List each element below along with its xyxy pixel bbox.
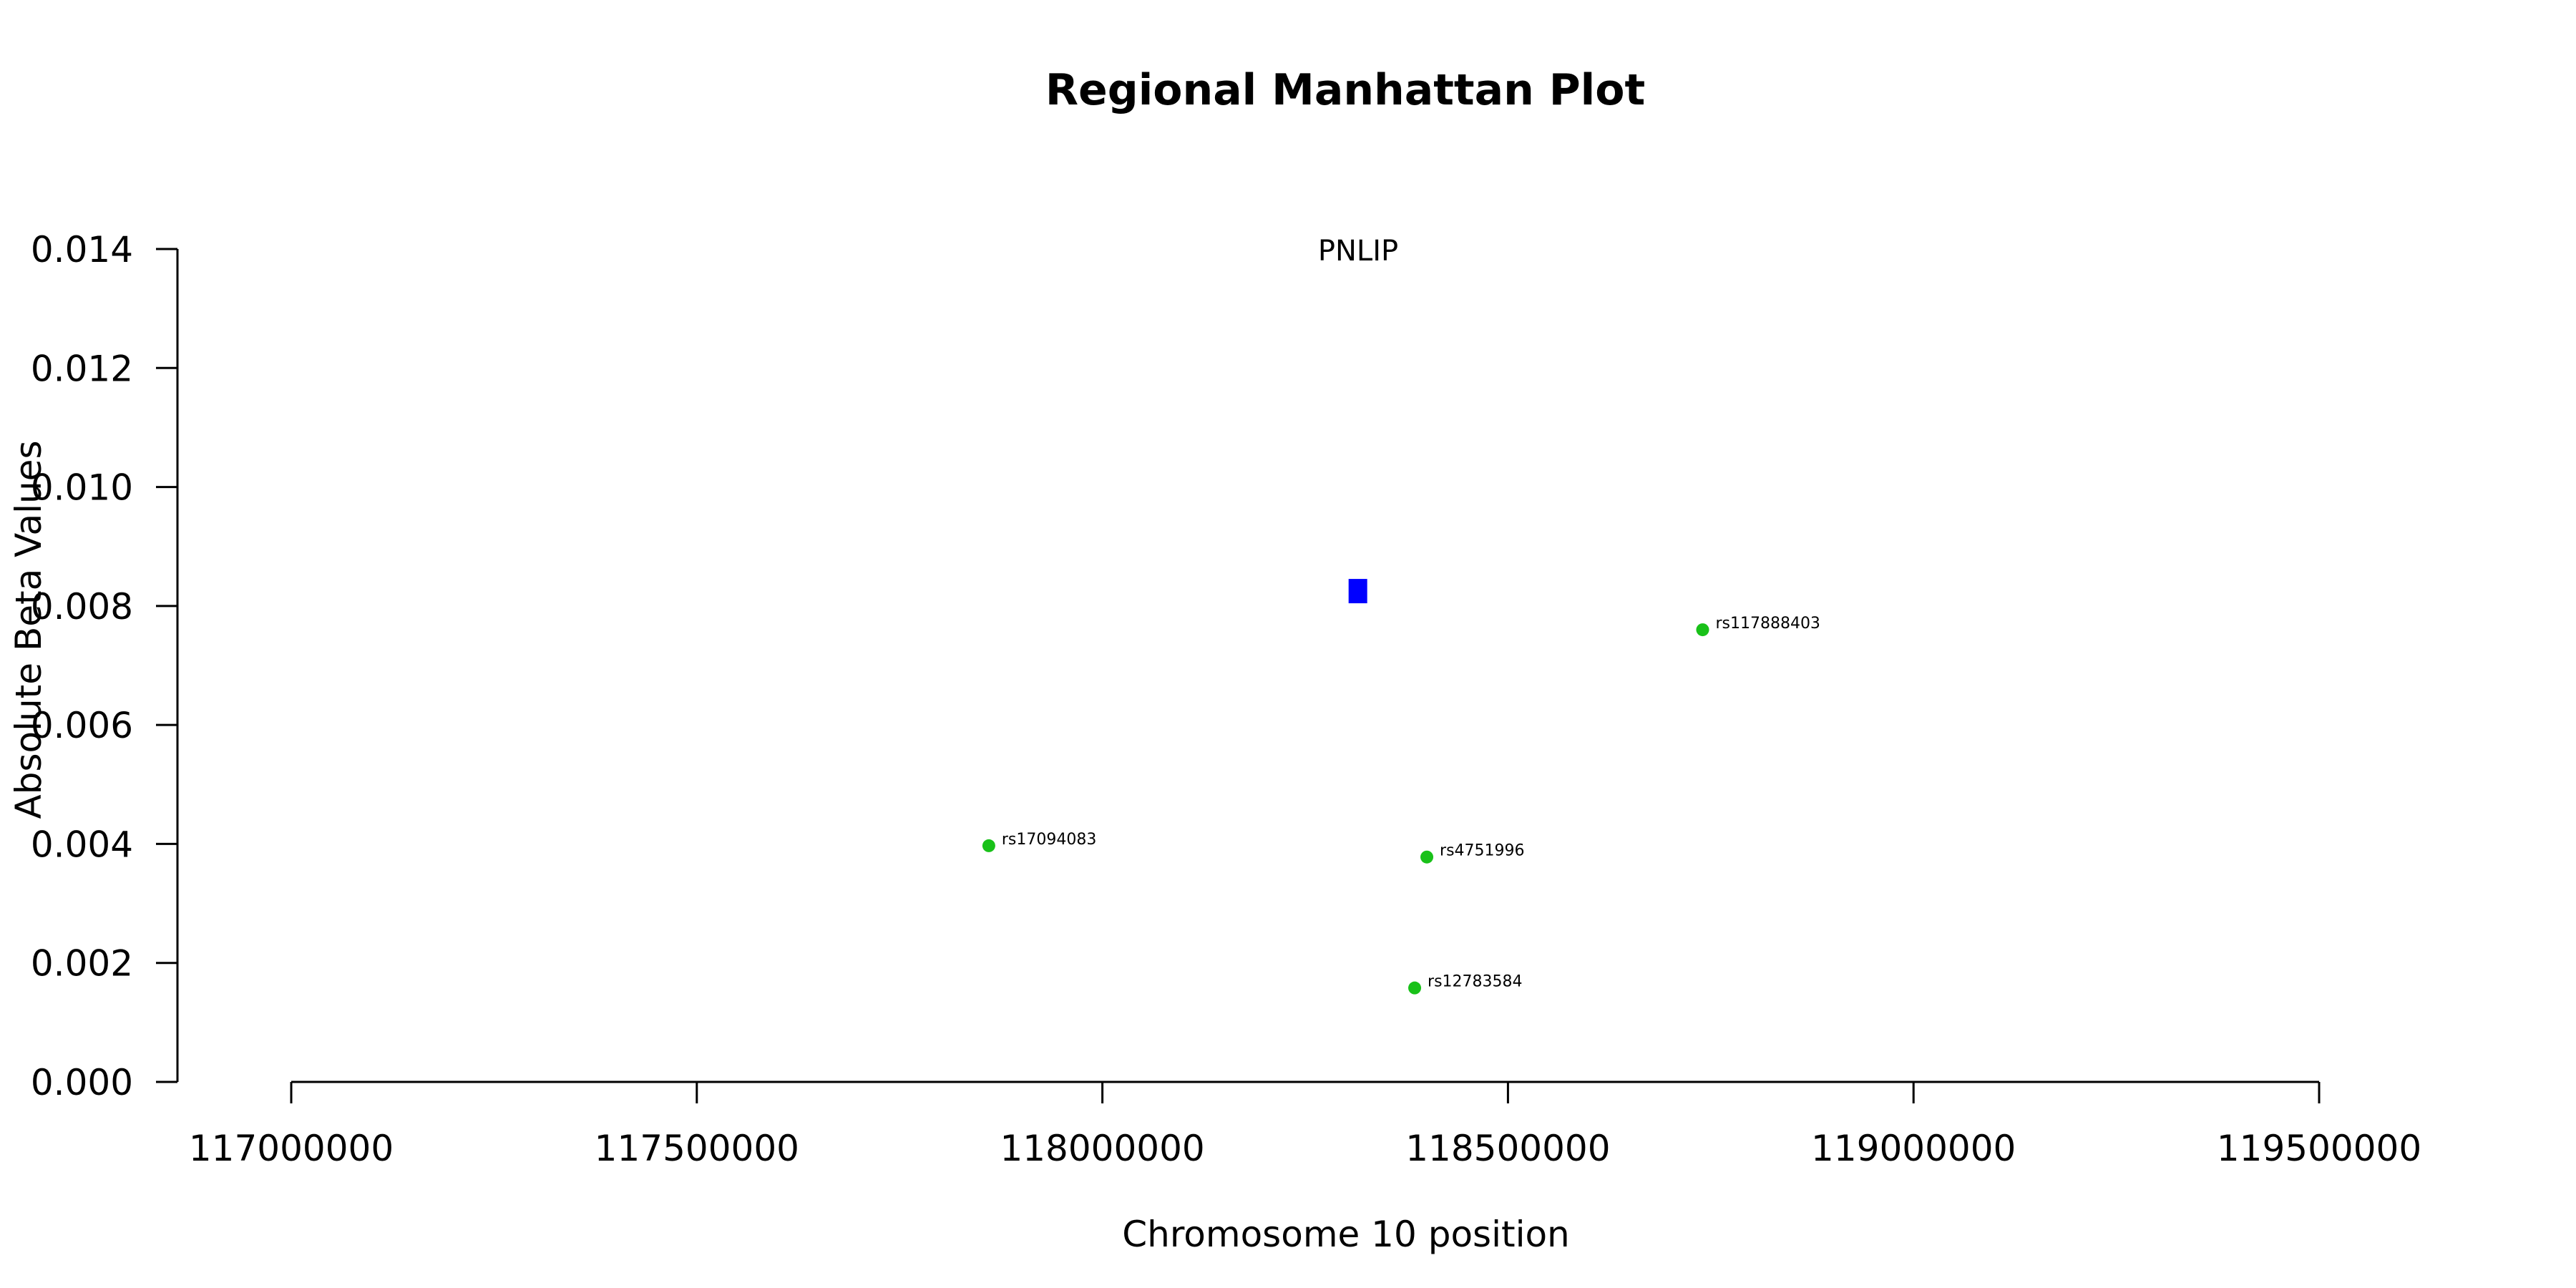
- y-tick-label: 0.000: [31, 1062, 133, 1103]
- x-ticks: 117000000 117500000 118000000 118500000 1190…: [189, 1082, 2421, 1169]
- y-tick-label: 0.008: [31, 586, 133, 628]
- snp-point: [982, 839, 995, 852]
- y-tick-label: 0.010: [31, 467, 133, 509]
- snp-label: rs17094083: [1002, 831, 1096, 849]
- snp-label: rs12783584: [1428, 973, 1522, 991]
- x-tick-label: 119500000: [2217, 1128, 2421, 1169]
- y-tick-label: 0.004: [31, 824, 133, 865]
- x-tick-label: 118000000: [1000, 1128, 1204, 1169]
- x-tick-label: 118500000: [1405, 1128, 1610, 1169]
- y-ticks: 0.000 0.002 0.004 0.006 0.008 0.010 0.012 0.014: [31, 229, 177, 1103]
- x-tick-label: 117000000: [189, 1128, 394, 1169]
- y-tick-label: 0.014: [31, 229, 133, 270]
- x-tick-label: 117500000: [595, 1128, 799, 1169]
- x-tick-label: 119000000: [1811, 1128, 2016, 1169]
- snp-label: rs4751996: [1440, 842, 1525, 860]
- gene-marker: [1348, 579, 1367, 604]
- y-axis-label: Absolute Beta Values: [8, 441, 49, 819]
- y-tick-label: 0.012: [31, 348, 133, 389]
- y-tick-label: 0.006: [31, 705, 133, 746]
- gene-label: PNLIP: [1318, 235, 1398, 268]
- snp-point: [1696, 623, 1709, 637]
- chart-title: Regional Manhattan Plot: [1045, 65, 1645, 115]
- chart-marks: rs117888403 rs17094083 rs4751996 rs12783584: [982, 579, 1820, 995]
- y-tick-label: 0.002: [31, 943, 133, 985]
- x-axis-label: Chromosome 10 position: [1122, 1214, 1570, 1255]
- snp-point: [1420, 850, 1434, 864]
- snp-point: [1408, 981, 1422, 995]
- snp-label: rs117888403: [1715, 615, 1820, 633]
